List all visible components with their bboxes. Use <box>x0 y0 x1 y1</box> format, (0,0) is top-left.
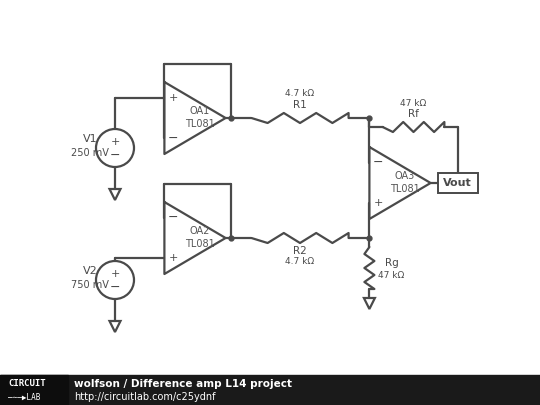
Text: R2: R2 <box>293 246 307 256</box>
Text: http://circuitlab.com/c25ydnf: http://circuitlab.com/c25ydnf <box>74 392 215 402</box>
Text: −: − <box>168 211 179 224</box>
Text: OA1: OA1 <box>190 106 210 116</box>
Text: TL081: TL081 <box>185 119 215 129</box>
Text: +: + <box>110 269 120 279</box>
Text: Rg: Rg <box>384 258 399 268</box>
FancyBboxPatch shape <box>437 173 477 193</box>
Text: Rf: Rf <box>408 109 419 119</box>
Text: V1: V1 <box>83 134 97 144</box>
Text: R1: R1 <box>293 100 307 110</box>
Text: ―∼―▶LAB: ―∼―▶LAB <box>8 392 40 401</box>
Circle shape <box>96 129 134 167</box>
Bar <box>0 375 68 405</box>
Bar <box>0 375 540 405</box>
Text: Vout: Vout <box>443 178 472 188</box>
Text: +: + <box>168 93 178 103</box>
Text: −: − <box>168 132 179 145</box>
Text: 47 kΩ: 47 kΩ <box>379 271 404 279</box>
Text: −: − <box>110 149 120 162</box>
Text: 4.7 kΩ: 4.7 kΩ <box>286 90 315 98</box>
Text: 750 mV: 750 mV <box>71 280 109 290</box>
Circle shape <box>96 261 134 299</box>
Text: +: + <box>110 137 120 147</box>
Text: OA3: OA3 <box>395 171 415 181</box>
Text: CIRCUIT: CIRCUIT <box>8 379 45 388</box>
Text: wolfson / Difference amp L14 project: wolfson / Difference amp L14 project <box>74 379 292 389</box>
Text: V2: V2 <box>83 266 97 276</box>
Text: 4.7 kΩ: 4.7 kΩ <box>286 258 315 266</box>
Text: −: − <box>110 281 120 294</box>
Text: +: + <box>168 253 178 263</box>
Text: TL081: TL081 <box>390 184 420 194</box>
Text: 47 kΩ: 47 kΩ <box>400 98 427 107</box>
Text: TL081: TL081 <box>185 239 215 249</box>
Text: +: + <box>374 198 383 208</box>
Text: OA2: OA2 <box>190 226 210 236</box>
Text: 250 mV: 250 mV <box>71 148 109 158</box>
Text: −: − <box>373 156 383 169</box>
